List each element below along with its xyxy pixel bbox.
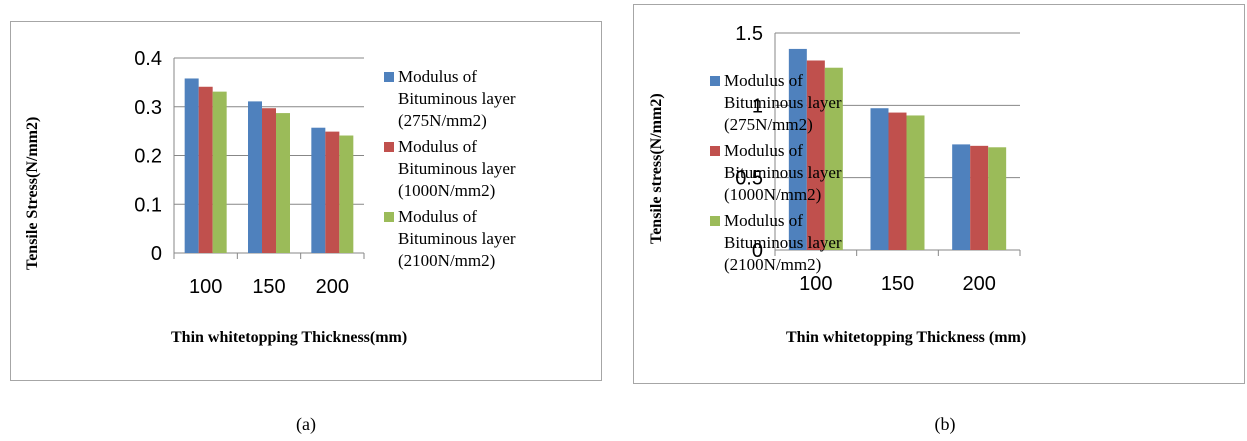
y-tick-label: 0.1 (134, 194, 162, 216)
legend-line-1: Modulus of (724, 141, 803, 160)
chart-a-legend-item-2100: Modulus of Bituminous layer (2100N/mm2) (384, 206, 588, 272)
bar-200-series-3 (339, 135, 354, 253)
bar-100-series-2 (198, 86, 213, 253)
legend-swatch-blue (384, 72, 394, 82)
bar-100-series-1 (788, 48, 807, 251)
legend-line-3: (275N/mm2) (724, 115, 813, 134)
bar-100-series-3 (824, 67, 843, 250)
legend-line-2: Bituminous layer (398, 159, 516, 178)
legend-line-2: Bituminous layer (398, 229, 516, 248)
legend-line-3: (1000N/mm2) (398, 181, 496, 200)
y-tick-label: 0.5 (735, 168, 763, 190)
bar-200-series-1 (311, 127, 326, 253)
legend-line-2: Bituminous layer (724, 233, 842, 252)
legend-line-1: Modulus of (724, 71, 803, 90)
x-tick-label: 150 (881, 273, 914, 295)
bar-200-series-2 (970, 145, 989, 250)
bar-100-series-1 (184, 78, 199, 253)
legend-swatch-green (710, 216, 720, 226)
chart-a-x-axis-label: Thin whitetopping Thickness(mm) (171, 329, 408, 346)
chart-b-y-axis-label: Tensile stress(N/mm2) (648, 93, 665, 244)
chart-panel-a: 0 0.1 0.2 0.3 0.4 100 150 200 (10, 21, 602, 381)
y-tick-label: 0 (752, 240, 763, 262)
legend-swatch-blue (710, 76, 720, 86)
x-tick-label: 100 (799, 273, 832, 295)
y-tick-label: 1.5 (735, 23, 763, 45)
legend-line-2: Bituminous layer (398, 89, 516, 108)
bar-150-series-2 (888, 112, 907, 250)
y-tick-label: 0.2 (134, 146, 162, 168)
bar-150-series-2 (262, 108, 276, 254)
x-tick-label: 150 (252, 276, 285, 298)
bar-200-series-1 (952, 144, 971, 250)
legend-line-2: Bituminous layer (724, 93, 842, 112)
legend-swatch-red (384, 142, 394, 152)
bar-200-series-2 (325, 131, 340, 253)
bar-100-series-2 (806, 60, 825, 251)
legend-line-1: Modulus of (398, 137, 477, 156)
chart-b-legend-item-1000: Modulus of Bituminous layer (1000N/mm2) (710, 140, 914, 206)
chart-a-plot: 0 0.1 0.2 0.3 0.4 100 150 200 (134, 48, 365, 298)
chart-a-legend-item-275: Modulus of Bituminous layer (275N/mm2) (384, 66, 588, 132)
y-tick-label: 1 (752, 95, 763, 117)
legend-line-3: (2100N/mm2) (724, 255, 822, 274)
legend-line-1: Modulus of (398, 67, 477, 86)
chart-b-x-axis-label: Thin whitetopping Thickness (mm) (786, 329, 1027, 346)
legend-line-2: Bituminous layer (724, 163, 842, 182)
bar-200-series-3 (988, 147, 1007, 250)
x-tick-label: 200 (316, 276, 349, 298)
figure-caption-a: (a) (296, 414, 316, 434)
bar-150-series-1 (248, 101, 262, 253)
y-tick-label: 0.3 (134, 97, 162, 119)
figure-caption-b: (b) (934, 414, 956, 434)
chart-b-legend: Modulus of Bituminous layer (275N/mm2) M… (710, 70, 914, 280)
legend-swatch-red (710, 146, 720, 156)
legend-line-1: Modulus of (724, 211, 803, 230)
chart-a-y-axis-label: Tensile Stress(N/mm2) (24, 116, 41, 270)
legend-line-3: (1000N/mm2) (724, 185, 822, 204)
y-tick-label: 0.4 (134, 48, 162, 70)
bar-150-series-1 (870, 108, 889, 250)
chart-b-plot: 0 0.5 1 1.5 100 150 200 (735, 23, 1021, 295)
bar-150-series-3 (276, 113, 290, 254)
chart-b-legend-item-2100: Modulus of Bituminous layer (2100N/mm2) (710, 210, 914, 276)
x-tick-label: 200 (962, 273, 995, 295)
chart-a-legend-item-1000: Modulus of Bituminous layer (1000N/mm2) (384, 136, 588, 202)
chart-panel-b: 0 0.5 1 1.5 100 150 200 (633, 4, 1245, 384)
legend-line-1: Modulus of (398, 207, 477, 226)
legend-line-3: (275N/mm2) (398, 111, 487, 130)
y-tick-label: 0 (151, 243, 162, 265)
x-tick-label: 100 (189, 276, 222, 298)
legend-swatch-green (384, 212, 394, 222)
chart-a-legend: Modulus of Bituminous layer (275N/mm2) M… (384, 66, 588, 276)
legend-line-3: (2100N/mm2) (398, 251, 496, 270)
bar-100-series-3 (212, 91, 227, 253)
bar-150-series-3 (906, 115, 925, 251)
chart-b-legend-item-275: Modulus of Bituminous layer (275N/mm2) (710, 70, 914, 136)
